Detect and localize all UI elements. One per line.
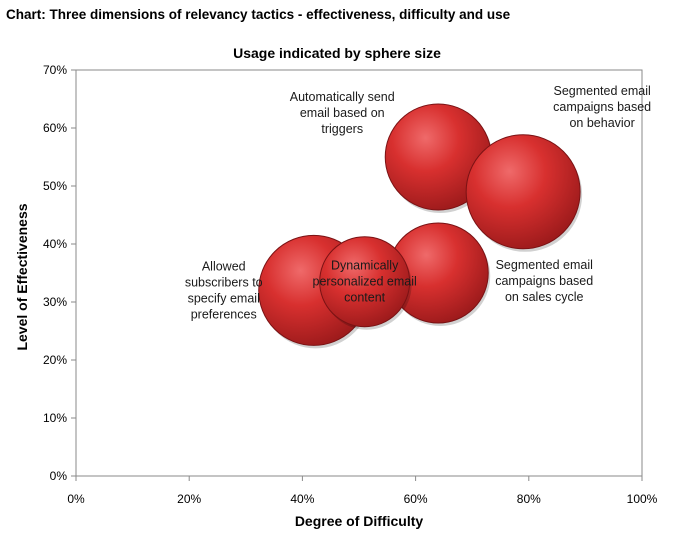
y-tick-label: 30% [43,295,67,309]
bubble-label: Segmented email campaigns based on sales c… [495,258,593,304]
y-tick-label: 40% [43,237,67,251]
x-tick-label: 100% [627,492,658,506]
x-tick-label: 60% [404,492,428,506]
header-title: Chart: Three dimensions of relevancy tac… [6,7,511,22]
x-axis-label: Degree of Difficulty [295,513,424,529]
y-tick-label: 10% [43,411,67,425]
x-tick-label: 0% [67,492,85,506]
chart-bubble-labels: Allowed subscribers to specify email prefer… [185,84,651,322]
y-tick-label: 60% [43,121,67,135]
chart-axes: 0% 10% 20% 30% 40% 50% 60% 70% 0% 20% 40% 60% 80% 100… [43,63,658,506]
x-tick-label: 20% [177,492,201,506]
y-axis-label: Level of Effectiveness [14,203,30,350]
plot-area [75,69,643,477]
bubble [387,222,491,326]
chart-bubbles [258,103,583,349]
y-tick-label: 20% [43,353,67,367]
x-tick-label: 80% [517,492,541,506]
chart-title: Usage indicated by sphere size [233,45,441,61]
y-tick-label: 50% [43,179,67,193]
y-tick-label: 70% [43,63,67,77]
bubble [465,134,583,252]
bubble-label: Dynamically personalized email content [313,259,417,305]
bubble-label: Automatically send email based on triggers [290,90,395,136]
bubble [319,236,412,330]
bubble-label: Allowed subscribers to specify email prefer… [185,259,263,321]
y-tick-label: 0% [50,469,68,483]
bubble-label: Segmented email campaigns based on behavio… [553,84,651,130]
x-tick-label: 40% [290,492,314,506]
